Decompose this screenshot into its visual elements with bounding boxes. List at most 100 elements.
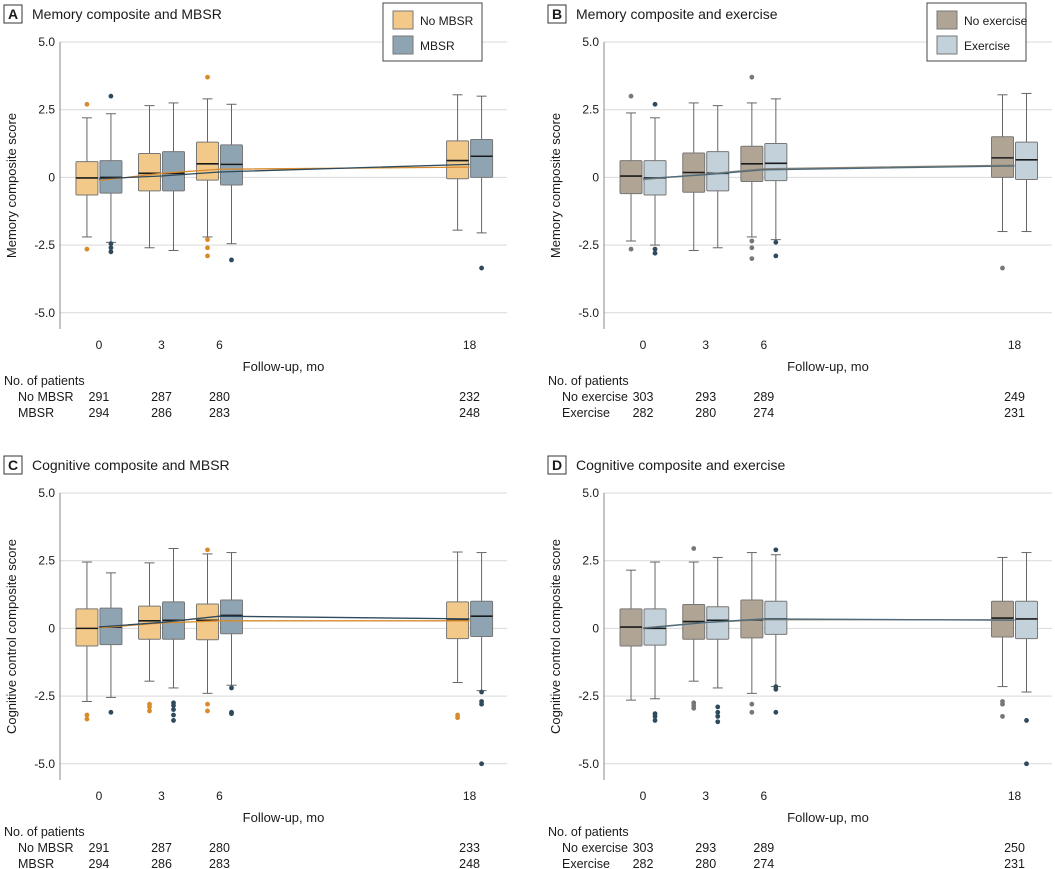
- trend-line-1: [98, 615, 470, 628]
- table-count: 294: [89, 857, 110, 869]
- outlier-point: [229, 685, 234, 691]
- panel-a: A Memory composite and MBSR 5.0 2.5 0 -2.5 -5.…: [3, 2, 507, 420]
- table-count: 291: [89, 390, 110, 404]
- table-title: No. of patients: [548, 825, 629, 839]
- outlier-point: [455, 715, 460, 721]
- outlier-point: [171, 703, 176, 708]
- y-tick-label: 2.5: [38, 554, 55, 568]
- table-count: 232: [459, 390, 480, 404]
- outlier-point: [205, 237, 210, 243]
- outlier-point: [773, 239, 779, 245]
- panel-title: Cognitive composite and exercise: [576, 457, 786, 473]
- x-axis-title: Follow-up, mo: [787, 810, 869, 825]
- outlier-point: [147, 708, 152, 714]
- box: [470, 138, 494, 178]
- outlier-point: [715, 709, 721, 715]
- panel-letter: D: [552, 457, 562, 473]
- panel-title: Memory composite and exercise: [576, 6, 778, 22]
- outlier-point: [84, 712, 90, 718]
- outlier-point: [479, 701, 484, 707]
- box: [195, 141, 219, 181]
- x-tick-label: 6: [761, 789, 768, 803]
- table-title: No. of patients: [548, 374, 629, 388]
- x-axis-title: Follow-up, mo: [787, 359, 869, 374]
- legend: No exercise Exercise: [926, 2, 1028, 62]
- outlier-point: [749, 709, 755, 715]
- panel-c: C Cognitive composite and MBSR 5.0 2.5 0 -2.5…: [3, 455, 507, 869]
- series-0: [619, 74, 1015, 271]
- outlier-point: [108, 241, 114, 247]
- outlier-point: [479, 265, 484, 271]
- panel-letter-box: [3, 455, 23, 475]
- table-count: 280: [695, 406, 716, 420]
- trend-line-1: [642, 165, 1015, 180]
- outlier-point: [1000, 265, 1005, 271]
- outlier-point: [108, 249, 114, 255]
- y-axis-title: Memory composite score: [4, 113, 19, 258]
- x-tick-label: 18: [1008, 789, 1022, 803]
- box: [706, 606, 730, 640]
- outlier-point: [229, 257, 234, 263]
- x-tick-label: 6: [761, 338, 768, 352]
- outlier-point: [479, 689, 484, 695]
- table-count: 250: [1004, 841, 1025, 855]
- y-tick-label: -5.0: [578, 757, 599, 771]
- outlier-point: [715, 713, 721, 719]
- y-axis-title: Memory composite score: [548, 113, 563, 258]
- table-count: 303: [633, 390, 654, 404]
- x-tick-label: 6: [216, 338, 223, 352]
- outlier-point: [1024, 761, 1029, 767]
- x-tick-label: 0: [96, 789, 103, 803]
- outlier-point: [1000, 713, 1005, 719]
- x-tick-label: 3: [158, 338, 165, 352]
- x-tick-label: 18: [463, 338, 477, 352]
- outlier-point: [652, 713, 658, 719]
- box: [446, 140, 470, 180]
- outlier-point: [171, 712, 176, 718]
- y-tick-label: -2.5: [34, 238, 55, 252]
- table-count: 282: [633, 857, 654, 869]
- outlier-point: [749, 238, 755, 244]
- outlier-point: [108, 245, 114, 251]
- outlier-point: [108, 93, 114, 99]
- outlier-point: [205, 701, 210, 707]
- outlier-point: [773, 686, 779, 692]
- y-tick-label: 5.0: [38, 35, 55, 49]
- outlier-point: [1000, 701, 1005, 707]
- y-tick-label: 0: [592, 170, 599, 184]
- outlier-point: [749, 701, 755, 707]
- x-tick-label: 3: [702, 789, 709, 803]
- table-count: 293: [695, 390, 716, 404]
- outlier-point: [773, 709, 779, 715]
- table-count: 286: [151, 406, 172, 420]
- panel-letter: C: [8, 457, 18, 473]
- y-tick-label: 2.5: [582, 103, 599, 117]
- series-1: [99, 93, 494, 271]
- outlier-point: [205, 547, 210, 553]
- outlier-point: [84, 716, 90, 722]
- y-tick-label: 2.5: [38, 103, 55, 117]
- x-tick-label: 3: [158, 789, 165, 803]
- outlier-point: [652, 246, 658, 252]
- y-tick-label: -2.5: [34, 689, 55, 703]
- outlier-point: [691, 705, 697, 711]
- y-tick-label: 5.0: [582, 486, 599, 500]
- table-row-label: No MBSR: [18, 390, 74, 404]
- outlier-point: [84, 246, 90, 252]
- outlier-point: [749, 256, 755, 262]
- outlier-point: [205, 74, 210, 80]
- table-count: 282: [633, 406, 654, 420]
- series-0: [619, 546, 1015, 719]
- patients-table: No. of patients No exercise 303 293 289 249 Ex…: [548, 374, 1025, 420]
- table-count: 248: [459, 406, 480, 420]
- table-count: 287: [151, 390, 172, 404]
- box: [1015, 141, 1039, 181]
- x-axis-title: Follow-up, mo: [243, 359, 325, 374]
- outlier-point: [229, 711, 234, 717]
- table-row-label: MBSR: [18, 857, 54, 869]
- table-count: 249: [1004, 390, 1025, 404]
- outlier-point: [749, 74, 755, 80]
- trend-line-1: [98, 163, 470, 180]
- box: [764, 143, 788, 182]
- legend-label: Exercise: [964, 39, 1010, 53]
